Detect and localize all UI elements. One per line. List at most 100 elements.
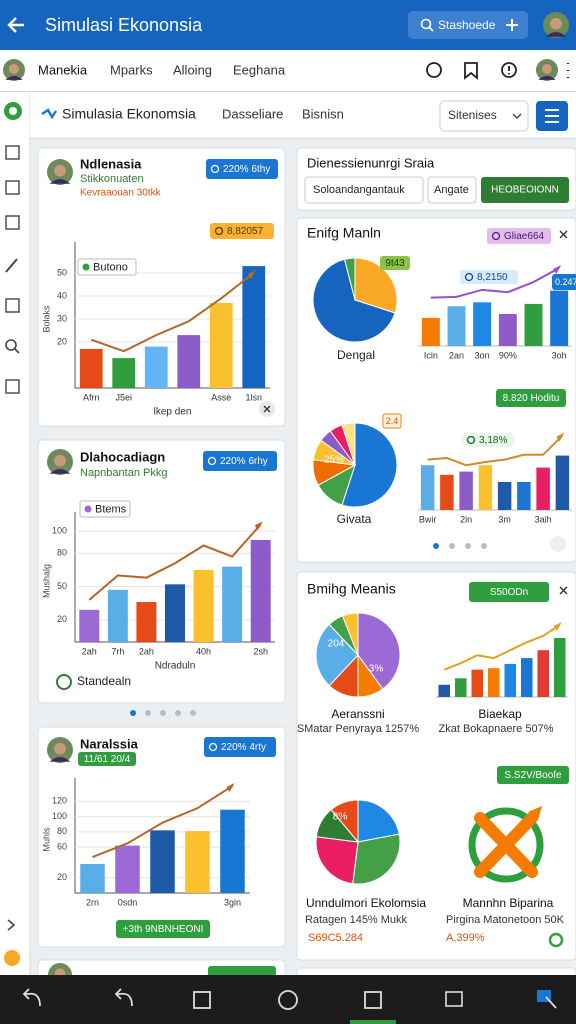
x-tick-label: 0sdn (118, 897, 138, 907)
text-input[interactable] (304, 176, 424, 204)
nav-link[interactable]: Dasseliare (222, 106, 283, 121)
input-text: Soloandangantauk (313, 184, 405, 196)
alert-icon (501, 62, 517, 78)
chart-note: S69C5.284 (308, 932, 363, 944)
y-tick-label: 60 (57, 842, 67, 852)
nav-link[interactable]: Bisnisn (302, 106, 344, 121)
bar (112, 358, 136, 388)
page-dot (130, 710, 136, 716)
page-dot (190, 710, 196, 716)
badge (487, 228, 551, 244)
bar (504, 663, 517, 697)
badge-text: S.S2V/Boofe (504, 770, 562, 781)
tab[interactable]: Alloing (173, 62, 212, 77)
cross-arrow (528, 806, 542, 820)
pie-slice (341, 422, 398, 508)
footer-icon (56, 674, 72, 690)
back-button[interactable] (7, 17, 24, 33)
avatar-face (54, 454, 66, 467)
footer-button[interactable] (116, 920, 210, 938)
sidebar-icon[interactable] (5, 379, 20, 394)
pie-slice (341, 612, 359, 656)
sidebar-icon[interactable] (5, 215, 20, 230)
pie-slice (343, 257, 356, 301)
x-tick-label: 40h (196, 646, 211, 656)
avatar-face (9, 63, 19, 74)
bar (487, 668, 500, 697)
text-input[interactable] (427, 176, 477, 204)
chart-caption: Mannhn Biparina (463, 896, 554, 910)
badge-text: S50ODn (490, 587, 528, 598)
avatar-body (49, 469, 71, 474)
bar (115, 845, 140, 893)
x-tick-label: 3oh (552, 350, 567, 360)
bar (553, 637, 566, 697)
legend-swatch (82, 263, 90, 271)
pie-slice (357, 612, 401, 690)
bar (517, 482, 531, 510)
panel-title: Bmihg Meanis (307, 581, 396, 597)
bar (454, 678, 467, 697)
x-tick-label: 3on (475, 350, 490, 360)
tab[interactable]: Mparks (110, 62, 153, 77)
close-x[interactable] (559, 586, 568, 595)
badge-icon (207, 456, 217, 466)
badge (78, 752, 136, 766)
nav-back[interactable] (22, 988, 41, 1007)
sidebar-icon[interactable] (5, 180, 20, 195)
sidebar-collapse[interactable] (7, 919, 16, 931)
cross-icon-ring (468, 807, 544, 883)
bar (473, 302, 492, 346)
tab[interactable]: Eeghana (233, 62, 286, 77)
sidebar-home-dot (9, 107, 17, 115)
select-box[interactable] (439, 100, 529, 132)
nav-active-indicator (350, 1020, 396, 1024)
bottom-bar (0, 975, 576, 1024)
pie-slice (357, 799, 400, 843)
x-tick-label: 90% (499, 350, 517, 360)
sidebar-search-handle (14, 348, 20, 354)
sidebar-user (4, 950, 20, 966)
bar (438, 684, 451, 697)
bookmark-icon[interactable] (464, 62, 478, 80)
select-chevron (512, 113, 522, 119)
add-button[interactable] (506, 19, 518, 31)
badge (382, 413, 402, 429)
sidebar-icon[interactable] (5, 145, 20, 160)
x-tick-label: Icin (424, 350, 438, 360)
x-tick-label: Bwir (419, 514, 437, 524)
card-title: Naralssia (80, 736, 139, 751)
close-x[interactable] (559, 230, 568, 239)
section-title: Simulasia Ekonomsia (62, 106, 196, 122)
legend (79, 500, 131, 518)
search-box[interactable] (408, 11, 528, 39)
badge (497, 766, 569, 784)
y-tick-label: 20 (57, 336, 67, 346)
nav-square[interactable] (364, 991, 382, 1009)
nav-back[interactable] (114, 988, 133, 1007)
x-axis-label: Ndraduln (155, 661, 196, 672)
nav-recent[interactable] (193, 991, 211, 1009)
avatar-face (54, 164, 66, 177)
cross-icon (474, 812, 538, 878)
tab[interactable]: Manekia (38, 62, 88, 77)
badge-text: 220% 6rhy (220, 456, 268, 467)
pie-slice (312, 258, 396, 343)
y-tick-label: 30 (57, 313, 67, 323)
nav-home (278, 990, 298, 1010)
action-button[interactable] (481, 177, 569, 203)
trend-line (443, 624, 561, 671)
avatar-face (550, 17, 562, 30)
trend-line (88, 523, 262, 601)
bar (222, 566, 243, 642)
bar (520, 658, 533, 697)
sidebar-brush[interactable] (5, 258, 18, 273)
badge-text: 8,2150 (477, 272, 508, 283)
avatar-body (538, 76, 556, 80)
bar (421, 317, 440, 346)
nav-tool[interactable] (445, 991, 463, 1007)
sidebar-icon[interactable] (5, 298, 20, 313)
bar (107, 589, 128, 642)
badge-text: 8,82057 (227, 226, 264, 237)
